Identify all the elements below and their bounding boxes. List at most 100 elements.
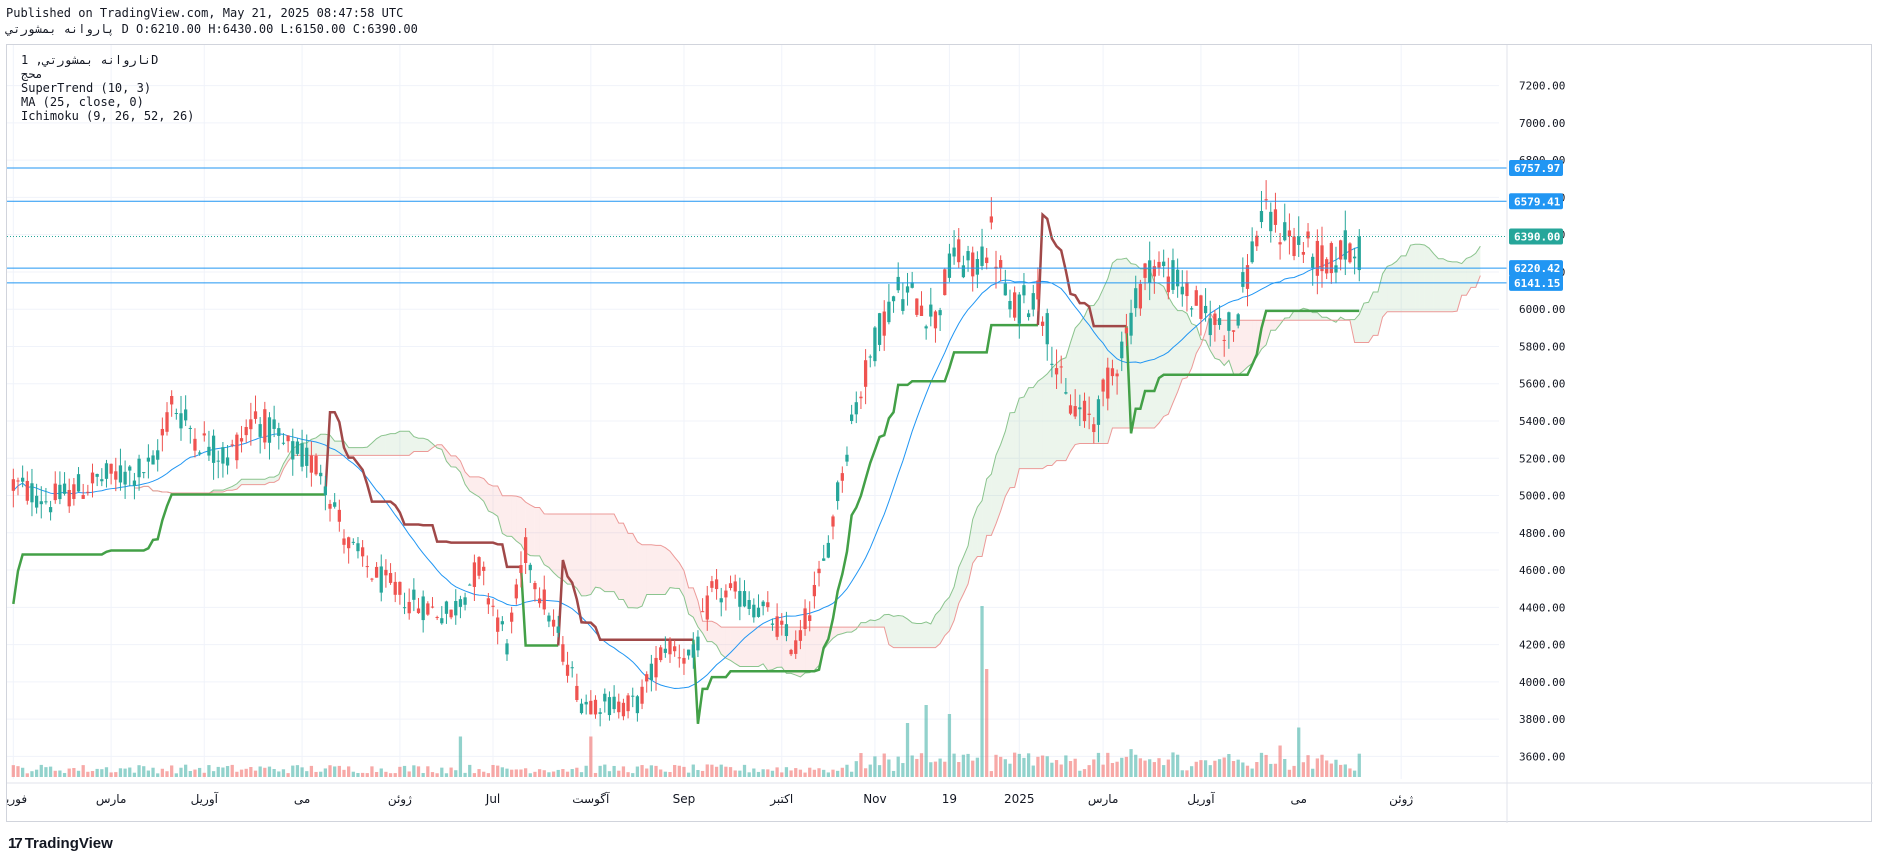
candle-body[interactable] [1259, 211, 1264, 223]
candle-body[interactable] [1231, 330, 1236, 332]
candle-body[interactable] [561, 644, 565, 662]
candle-body[interactable] [34, 495, 39, 508]
candle-body[interactable] [25, 480, 29, 501]
candle-body[interactable] [1241, 272, 1245, 287]
candle-body[interactable] [44, 501, 48, 503]
candle-body[interactable] [86, 491, 90, 493]
candle-body[interactable] [617, 701, 621, 713]
candle-body[interactable] [947, 253, 952, 278]
candle-body[interactable] [1101, 379, 1105, 392]
candle-body[interactable] [486, 598, 490, 605]
candle-body[interactable] [291, 441, 295, 460]
candle-body[interactable] [263, 409, 267, 443]
candle-body[interactable] [1203, 305, 1208, 314]
candle-body[interactable] [943, 269, 947, 296]
candle-body[interactable] [961, 265, 966, 278]
candle-body[interactable] [109, 463, 113, 474]
candle-body[interactable] [337, 509, 341, 522]
candle-body[interactable] [738, 591, 742, 607]
candle-body[interactable] [482, 566, 486, 571]
candle-body[interactable] [356, 543, 360, 552]
candle-body[interactable] [1348, 243, 1352, 263]
candle-body[interactable] [603, 693, 607, 702]
candle-body[interactable] [989, 216, 993, 223]
candle-body[interactable] [938, 310, 942, 316]
candle-body[interactable] [817, 568, 821, 574]
candle-body[interactable] [402, 607, 407, 609]
candle-body[interactable] [435, 616, 439, 618]
candle-body[interactable] [505, 643, 509, 655]
candle-body[interactable] [239, 438, 244, 442]
candle-body[interactable] [673, 646, 677, 652]
candle-body[interactable] [579, 703, 584, 714]
candle-body[interactable] [39, 501, 43, 505]
candle-body[interactable] [393, 581, 397, 595]
candle-body[interactable] [1124, 327, 1129, 334]
candle-body[interactable] [253, 411, 258, 419]
candle-body[interactable] [207, 446, 211, 456]
candle-body[interactable] [710, 581, 714, 588]
candle-body[interactable] [873, 327, 877, 362]
candle-body[interactable] [891, 296, 896, 302]
candle-body[interactable] [463, 597, 467, 605]
candle-body[interactable] [365, 566, 369, 568]
candle-body[interactable] [258, 424, 262, 437]
candle-body[interactable] [1245, 265, 1250, 289]
candle-body[interactable] [896, 276, 900, 291]
candle-body[interactable] [794, 640, 798, 654]
candle-body[interactable] [48, 507, 53, 513]
candle-body[interactable] [626, 695, 630, 712]
candle-body[interactable] [1278, 242, 1282, 245]
candle-body[interactable] [379, 566, 383, 593]
candle-body[interactable] [836, 482, 840, 502]
candle-body[interactable] [235, 434, 239, 461]
candle-body[interactable] [11, 479, 15, 491]
candle-body[interactable] [421, 596, 425, 621]
candle-body[interactable] [975, 259, 980, 275]
candle-body[interactable] [523, 537, 528, 563]
candle-body[interactable] [1287, 230, 1292, 237]
candle-body[interactable] [202, 433, 206, 436]
candle-body[interactable] [1120, 341, 1124, 359]
candle-body[interactable] [249, 419, 253, 430]
candle-body[interactable] [216, 460, 220, 462]
candle-body[interactable] [724, 590, 728, 598]
chart-pane[interactable]: 3600.00 3800.00 4000.00 4200.00 4400.00 4600.… [6, 44, 1873, 823]
candle-body[interactable] [1222, 339, 1226, 341]
candle-body[interactable] [388, 573, 393, 583]
candle-body[interactable] [444, 601, 449, 614]
candle-body[interactable] [519, 565, 523, 573]
candle-body[interactable] [915, 298, 919, 315]
candle-body[interactable] [770, 623, 775, 625]
candle-body[interactable] [598, 712, 602, 714]
candle-body[interactable] [1157, 261, 1161, 268]
candle-body[interactable] [342, 538, 346, 545]
candle-body[interactable] [1250, 241, 1254, 263]
candle-body[interactable] [1166, 276, 1170, 293]
candle-body[interactable] [351, 541, 355, 543]
legend-ichimoku[interactable]: Ichimoku (9, 26, 52, 26) [21, 109, 195, 123]
candle-body[interactable] [1264, 199, 1268, 201]
candle-body[interactable] [384, 569, 388, 576]
candle-body[interactable] [193, 438, 197, 451]
candle-body[interactable] [1022, 285, 1026, 296]
candle-body[interactable] [547, 615, 551, 622]
candle-body[interactable] [589, 700, 593, 715]
candle-body[interactable] [1185, 282, 1189, 297]
candle-body[interactable] [1031, 293, 1035, 310]
candle-body[interactable] [742, 591, 747, 607]
legend-ma[interactable]: MA (25, close, 0) [21, 95, 144, 109]
candle-body[interactable] [663, 648, 667, 653]
candle-body[interactable] [854, 402, 858, 415]
candle-body[interactable] [696, 636, 700, 651]
candle-body[interactable] [933, 311, 938, 329]
candle-body[interactable] [472, 562, 477, 587]
candle-body[interactable] [1003, 283, 1007, 296]
candle-body[interactable] [919, 305, 924, 316]
candle-body[interactable] [565, 664, 570, 676]
candle-body[interactable] [957, 239, 961, 263]
candle-body[interactable] [272, 419, 276, 429]
candle-body[interactable] [458, 599, 463, 607]
candle-body[interactable] [812, 584, 817, 597]
candle-body[interactable] [1050, 363, 1054, 365]
